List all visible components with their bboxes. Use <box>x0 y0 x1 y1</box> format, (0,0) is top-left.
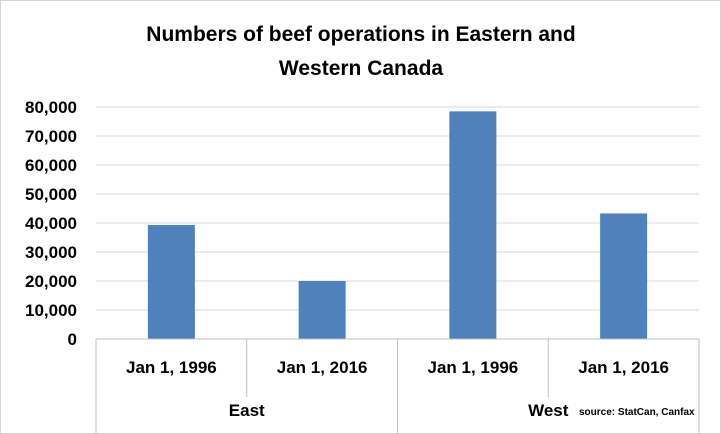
bar <box>147 225 195 339</box>
y-tick-label: 10,000 <box>25 301 77 320</box>
y-tick-label: 30,000 <box>25 243 77 262</box>
x-tick-label: Jan 1, 2016 <box>277 358 368 377</box>
x-tick-label: Jan 1, 2016 <box>578 358 669 377</box>
tick-labels: 0 10,000 20,000 30,000 40,000 50,000 60,000 70,… <box>25 98 669 420</box>
chart-title-line-1: Numbers of beef operations in Eastern an… <box>146 23 575 46</box>
chart-title-line-2: Western Canada <box>279 57 443 80</box>
bar <box>449 111 497 339</box>
y-tick-label: 70,000 <box>25 127 77 146</box>
y-tick-label: 40,000 <box>25 214 77 233</box>
group-label: East <box>229 401 265 420</box>
y-tick-label: 80,000 <box>25 98 77 117</box>
source-note: source: StatCan, Canfax <box>579 407 695 418</box>
x-tick-label: Jan 1, 1996 <box>428 358 519 377</box>
bar <box>298 281 346 339</box>
x-tick-label: Jan 1, 1996 <box>126 358 217 377</box>
gridlines <box>96 106 699 311</box>
bars <box>147 111 648 339</box>
y-tick-label: 20,000 <box>25 272 77 291</box>
y-tick-label: 50,000 <box>25 185 77 204</box>
axes <box>95 338 700 433</box>
bar <box>600 213 648 339</box>
y-tick-label: 0 <box>68 330 77 349</box>
group-label: West <box>528 401 569 420</box>
y-tick-label: 60,000 <box>25 156 77 175</box>
